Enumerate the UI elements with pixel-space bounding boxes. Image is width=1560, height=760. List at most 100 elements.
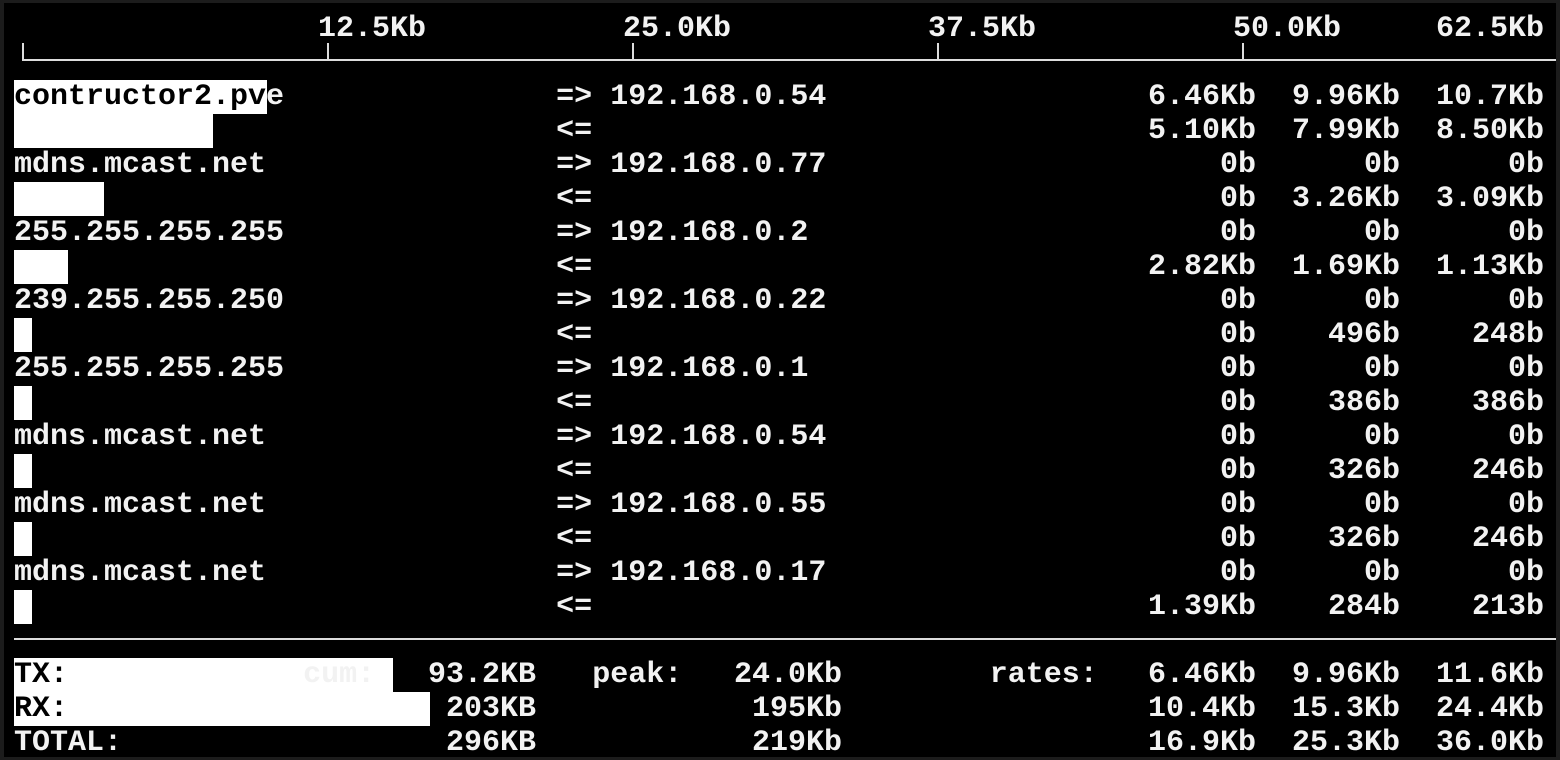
peak-value: 219Kb (751, 726, 842, 757)
total-rate-40s: 36.0Kb (1435, 726, 1544, 757)
rate-10s: 496b (1327, 318, 1400, 352)
total-label: TX: (14, 658, 69, 692)
rate-40s: 248b (1471, 318, 1544, 352)
rate-40s: 386b (1471, 386, 1544, 420)
direction-arrow: <= (556, 182, 593, 216)
total-rate-40s: 24.4Kb (1435, 692, 1544, 726)
total-rate-2s: 6.46Kb (1147, 658, 1256, 692)
traffic-bar (14, 590, 33, 624)
peak-label: peak: (592, 658, 683, 692)
rate-2s: 0b (1219, 386, 1256, 420)
rate-10s: 0b (1363, 556, 1400, 590)
total-label: RX: (14, 692, 69, 726)
scale-label: 37.5Kb (928, 12, 1037, 46)
direction-arrow: <= (556, 386, 593, 420)
rate-10s: 0b (1363, 148, 1400, 182)
host-name: mdns.mcast.net (14, 556, 267, 590)
scale-tick (22, 43, 24, 61)
rate-40s: 246b (1471, 454, 1544, 488)
scale-label: 25.0Kb (623, 12, 732, 46)
direction-arrow: => (556, 420, 593, 454)
scale-axis-line (22, 59, 1556, 61)
direction-arrow: <= (556, 114, 593, 148)
direction-arrow: => (556, 80, 593, 114)
rate-40s: 213b (1471, 590, 1544, 624)
rate-40s: 0b (1507, 556, 1544, 590)
host-name: mdns.mcast.net (14, 420, 267, 454)
rate-40s: 8.50Kb (1435, 114, 1544, 148)
peer-address: 192.168.0.55 (610, 488, 827, 522)
peer-address: 192.168.0.54 (610, 420, 827, 454)
rate-2s: 6.46Kb (1147, 80, 1256, 114)
rate-40s: 0b (1507, 148, 1544, 182)
direction-arrow: => (556, 352, 593, 386)
scale-tick (1242, 43, 1244, 61)
scale-tick (632, 43, 634, 61)
rate-2s: 0b (1219, 454, 1256, 488)
direction-arrow: <= (556, 590, 593, 624)
traffic-bar (14, 522, 33, 556)
traffic-bar (14, 114, 213, 148)
peak-value: 24.0Kb (733, 658, 842, 692)
cum-value: 203KB (445, 692, 536, 726)
iftop-terminal: 12.5Kb 25.0Kb 37.5Kb 50.0Kb 62.5Kb contructo… (4, 3, 1556, 757)
traffic-bar (14, 386, 33, 420)
rate-10s: 0b (1363, 352, 1400, 386)
direction-arrow: => (556, 556, 593, 590)
scale-label: 50.0Kb (1233, 12, 1342, 46)
rate-2s: 1.39Kb (1147, 590, 1256, 624)
rate-10s: 3.26Kb (1291, 182, 1400, 216)
cum-value: 296KB (445, 726, 536, 757)
peer-address: 192.168.0.54 (610, 80, 827, 114)
rate-2s: 2.82Kb (1147, 250, 1256, 284)
total-label: TOTAL: (14, 726, 123, 757)
peak-value: 195Kb (751, 692, 842, 726)
total-rate-10s: 15.3Kb (1291, 692, 1400, 726)
host-name: mdns.mcast.net (14, 488, 267, 522)
cum-label: cum: (303, 658, 376, 692)
rate-2s: 0b (1219, 216, 1256, 250)
total-rate-40s: 11.6Kb (1435, 658, 1544, 692)
host-name: 239.255.255.250 (14, 284, 285, 318)
peer-address: 192.168.0.77 (610, 148, 827, 182)
rate-2s: 0b (1219, 522, 1256, 556)
rate-10s: 0b (1363, 488, 1400, 522)
rate-2s: 0b (1219, 556, 1256, 590)
rate-10s: 0b (1363, 284, 1400, 318)
peer-address: 192.168.0.1 (610, 352, 809, 386)
peer-address: 192.168.0.17 (610, 556, 827, 590)
peer-address: 192.168.0.2 (610, 216, 809, 250)
rate-2s: 0b (1219, 488, 1256, 522)
scale-tick (327, 43, 329, 61)
total-rate-10s: 25.3Kb (1291, 726, 1400, 757)
rate-2s: 0b (1219, 148, 1256, 182)
traffic-bar (14, 182, 105, 216)
rate-40s: 0b (1507, 216, 1544, 250)
rate-40s: 0b (1507, 352, 1544, 386)
cum-value: 93.2KB (427, 658, 536, 692)
direction-arrow: => (556, 216, 593, 250)
rate-10s: 0b (1363, 420, 1400, 454)
rate-10s: 326b (1327, 522, 1400, 556)
rate-2s: 0b (1219, 284, 1256, 318)
scale-label: 62.5Kb (1435, 12, 1544, 46)
rate-40s: 0b (1507, 284, 1544, 318)
direction-arrow: <= (556, 454, 593, 488)
rate-10s: 326b (1327, 454, 1400, 488)
scale-tick (937, 43, 939, 61)
total-traffic-bar (14, 692, 430, 726)
rate-2s: 0b (1219, 352, 1256, 386)
total-rate-2s: 10.4Kb (1147, 692, 1256, 726)
rates-label: rates: (989, 658, 1098, 692)
rate-10s: 9.96Kb (1291, 80, 1400, 114)
direction-arrow: => (556, 148, 593, 182)
direction-arrow: => (556, 488, 593, 522)
host-name: 255.255.255.255 (14, 352, 285, 386)
direction-arrow: <= (556, 318, 593, 352)
host-name: contructor2.pve (14, 80, 285, 114)
rate-2s: 0b (1219, 318, 1256, 352)
rate-10s: 0b (1363, 216, 1400, 250)
host-name: mdns.mcast.net (14, 148, 267, 182)
rate-10s: 7.99Kb (1291, 114, 1400, 148)
peer-address: 192.168.0.22 (610, 284, 827, 318)
